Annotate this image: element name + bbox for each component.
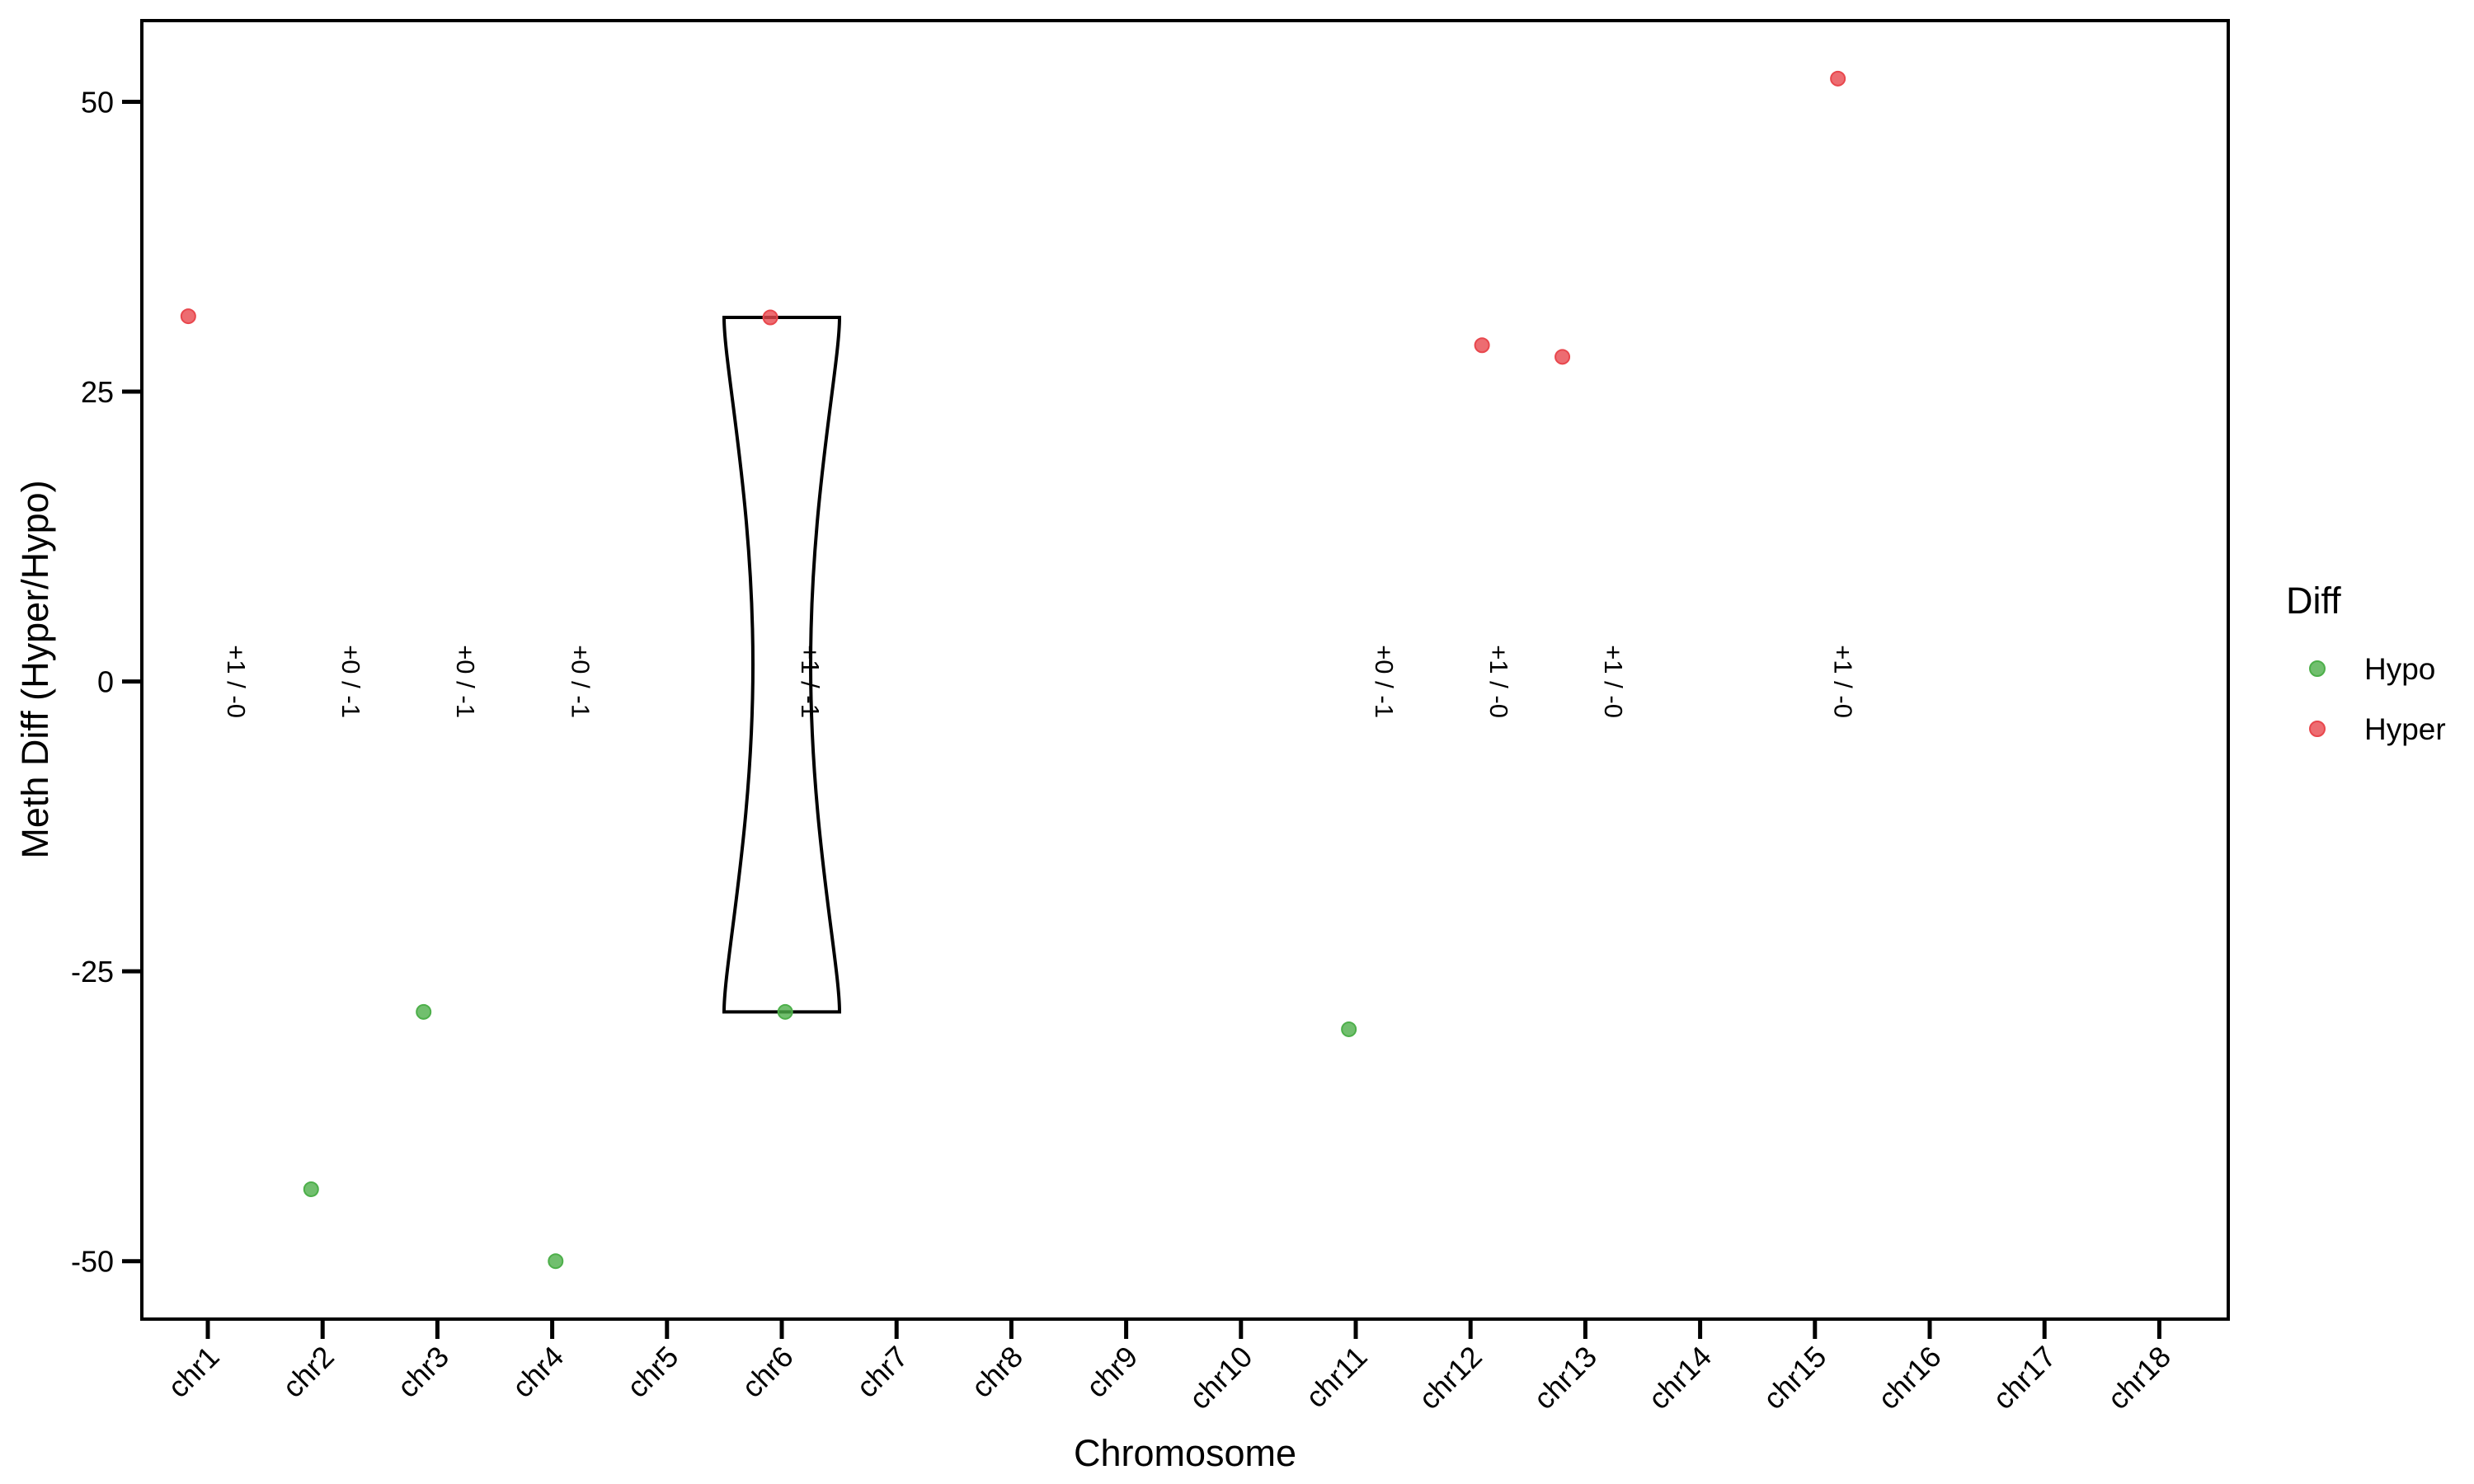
data-point-hyper <box>762 309 778 326</box>
count-label-chr13: +1 / -0 <box>1599 645 1628 718</box>
count-label-chr2: +0 / -1 <box>336 645 365 718</box>
count-label-chr3: +0 / -1 <box>451 645 480 718</box>
y-tick-label: -25 <box>71 955 114 989</box>
data-point-hyper <box>180 308 196 325</box>
violin-chr6 <box>722 316 842 1014</box>
x-axis-title: Chromosome <box>1074 1432 1296 1474</box>
x-tick-label: chr13 <box>1526 1340 1603 1416</box>
x-tick-label: chr14 <box>1642 1340 1719 1416</box>
count-label-chr11: +0 / -1 <box>1370 645 1399 718</box>
legend-title: Diff <box>2286 580 2341 622</box>
legend-entries: Hypo Hyper <box>2309 652 2446 746</box>
x-tick-label: chr7 <box>849 1340 915 1405</box>
legend-key-hypo <box>2309 660 2326 677</box>
count-label-chr12: +1 / -0 <box>1484 645 1513 718</box>
x-tick-label: chr11 <box>1299 1340 1374 1415</box>
x-tick-label: chr17 <box>1986 1340 2062 1416</box>
x-tick-label: chr12 <box>1412 1340 1489 1416</box>
y-tick-label: 25 <box>81 375 114 409</box>
count-label-chr4: +0 / -1 <box>566 645 595 718</box>
points-layer <box>180 70 1846 1270</box>
count-label-layer: +1 / -0 +0 / -1 +0 / -1 +0 / -1 +1 / -1 +0 / … <box>222 645 1858 718</box>
data-point-hypo <box>777 1003 793 1020</box>
y-axis-title: Meth Diff (Hyper/Hypo) <box>14 480 56 858</box>
data-point-hypo <box>1341 1021 1357 1037</box>
y-tick-label: -50 <box>71 1245 114 1279</box>
count-label-chr6: +1 / -1 <box>796 645 825 718</box>
x-axis: chr1 chr2 chr3 chr4 chr5 chr6 chr7 chr8 chr9 chr1… <box>161 1319 2177 1416</box>
legend-label-hyper: Hyper <box>2364 712 2446 746</box>
data-point-hypo <box>548 1253 564 1270</box>
x-tick-label: chr15 <box>1757 1340 1833 1416</box>
count-label-chr15: +1 / -0 <box>1829 645 1858 718</box>
legend-label-hypo: Hypo <box>2364 652 2435 686</box>
data-point-hyper <box>1830 70 1846 87</box>
y-tick-label: 0 <box>97 665 114 699</box>
x-tick-label: chr2 <box>275 1340 341 1405</box>
plot-panel-border <box>140 19 2230 1321</box>
x-tick-label: chr5 <box>620 1340 685 1405</box>
y-tick-label: 50 <box>81 85 114 119</box>
data-point-hyper <box>1474 337 1490 354</box>
x-tick-label: chr4 <box>506 1340 571 1405</box>
x-tick-label: chr1 <box>161 1340 226 1405</box>
legend-key-hyper <box>2309 721 2326 737</box>
x-tick-label: chr10 <box>1183 1340 1259 1416</box>
x-tick-label: chr3 <box>391 1340 456 1405</box>
x-tick-label: chr18 <box>2100 1340 2177 1416</box>
x-tick-label: chr6 <box>735 1340 800 1405</box>
x-tick-label: chr8 <box>965 1340 1030 1405</box>
x-tick-label: chr9 <box>1079 1340 1145 1405</box>
violin-layer <box>722 316 842 1014</box>
y-axis: 50 25 0 -25 -50 <box>71 85 142 1279</box>
data-point-hypo <box>303 1181 319 1197</box>
count-label-chr1: +1 / -0 <box>222 645 251 718</box>
x-tick-label: chr16 <box>1871 1340 1948 1416</box>
legend: Diff Hypo Hyper <box>2286 580 2446 746</box>
data-point-hypo <box>416 1003 432 1020</box>
data-point-hyper <box>1554 349 1571 365</box>
